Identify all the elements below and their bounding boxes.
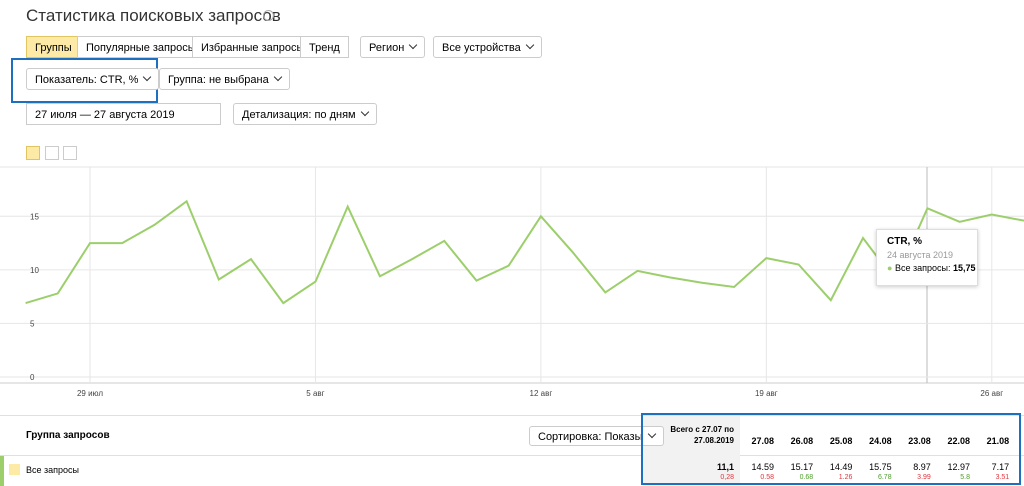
region-dropdown[interactable]: Регион xyxy=(360,36,426,58)
cell-change: 0.58 xyxy=(760,474,774,481)
tab[interactable]: Популярные запросы xyxy=(77,36,205,58)
cell-change: 5.8 xyxy=(960,474,970,481)
cell-value: 12.97 xyxy=(947,462,970,472)
cell-change: 3.99 xyxy=(917,474,931,481)
page-title: Статистика поисковых запросов xyxy=(26,6,281,25)
column-header: 26.08 xyxy=(790,436,814,446)
sort-dropdown[interactable]: Сортировка: Показы xyxy=(529,426,664,446)
cell-value: 7.17 xyxy=(991,462,1010,472)
date-input[interactable]: 27 июля — 27 августа 2019 xyxy=(26,103,221,125)
stack-chart-icon[interactable] xyxy=(45,146,59,160)
tab[interactable]: Группы xyxy=(26,36,81,58)
x-tick-label: 19 авг xyxy=(755,389,778,398)
pie-chart-icon[interactable] xyxy=(63,146,77,160)
cell-change: 0.68 xyxy=(799,474,814,481)
row-icon xyxy=(9,464,20,475)
tooltip-value: 15,75 xyxy=(952,263,976,273)
cell-change: 3.51 xyxy=(995,474,1010,481)
tooltip: CTR, % 24 августа 2019 ● Все запросы: 15… xyxy=(876,229,978,286)
indicator-dropdown[interactable]: Показатель: CTR, % xyxy=(26,68,160,90)
highlight-box xyxy=(641,413,1021,485)
column-header: 22.08 xyxy=(947,436,970,446)
total-header: Всего с 27.07 по 27.08.2019 xyxy=(670,425,734,445)
line xyxy=(25,199,1024,305)
cell-value: 15.75 xyxy=(869,462,892,472)
tooltip-title: CTR, % xyxy=(887,236,922,247)
tooltip-date: 24 августа 2019 xyxy=(887,250,954,260)
row-marker xyxy=(0,456,4,486)
total-change: 0,28 xyxy=(720,474,734,481)
group-dropdown[interactable]: Группа: не выбрана xyxy=(159,68,290,90)
line-chart-icon[interactable] xyxy=(26,146,40,160)
x-tick-label: 26 авг xyxy=(980,389,1003,398)
x-tick-label: 29 июл xyxy=(77,389,103,398)
column-header: 24.08 xyxy=(869,436,892,446)
x-tick-label: 5 авг xyxy=(306,389,324,398)
table-title: Группа запросов xyxy=(26,430,110,441)
info-icon[interactable] xyxy=(263,10,274,21)
y-tick-label: 15 xyxy=(30,212,39,221)
row-divider xyxy=(0,455,1024,456)
cell-value: 14.49 xyxy=(829,462,853,472)
column-header: 21.08 xyxy=(986,436,1010,446)
column-header: 23.08 xyxy=(908,436,931,446)
y-tick-label: 0 xyxy=(30,373,35,382)
row-name: Все запросы xyxy=(26,465,79,475)
y-tick-label: 5 xyxy=(30,319,35,328)
devices-dropdown[interactable]: Все устройства xyxy=(433,36,542,58)
table-divider xyxy=(0,415,1024,416)
x-tick-label: 12 авг xyxy=(530,389,553,398)
tooltip-series: Все запросы: xyxy=(894,263,951,273)
cell-value: 14.59 xyxy=(751,462,774,472)
column-header: 25.08 xyxy=(829,436,853,446)
cell-value: 8.97 xyxy=(913,462,931,472)
cell-value: 15.17 xyxy=(790,462,814,472)
total-value: 11,1 xyxy=(716,462,734,472)
tooltip-row: ● Все запросы: 15,75 xyxy=(887,263,976,273)
column-header: 27.08 xyxy=(751,436,774,446)
tab[interactable]: Избранные запросы xyxy=(192,36,314,58)
detail-dropdown[interactable]: Детализация: по дням xyxy=(233,103,377,125)
cell-change: 6.78 xyxy=(877,474,892,481)
y-tick-label: 10 xyxy=(30,266,39,275)
cell-change: 1.26 xyxy=(838,474,853,481)
tooltip-dot: ● xyxy=(887,263,893,273)
tab[interactable]: Тренд xyxy=(300,36,349,58)
chart: 0 5 10 15 29 июл 5 авг 12 авг 19 авг 26 авг xyxy=(0,166,1024,398)
